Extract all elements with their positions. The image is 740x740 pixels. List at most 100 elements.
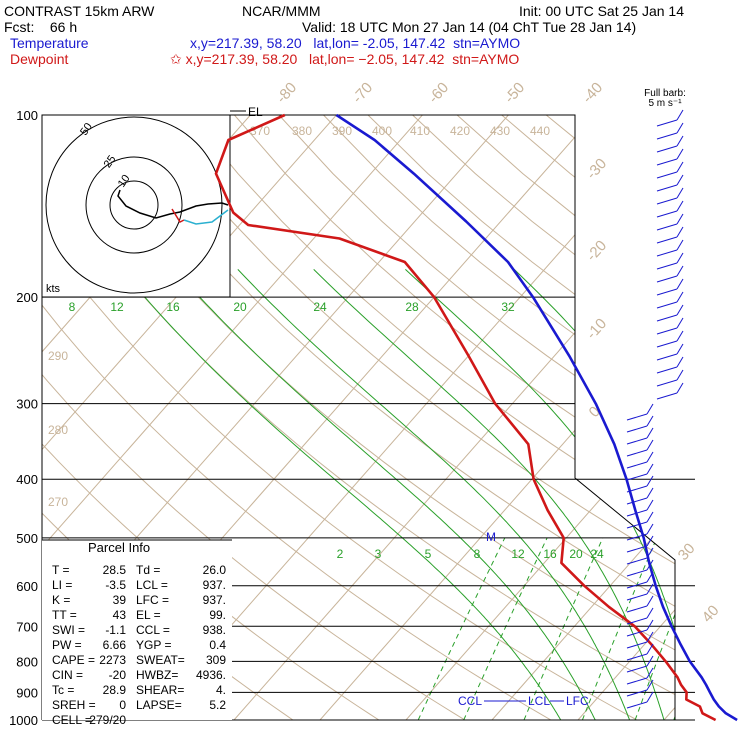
parcel-value: 279/20 [89,713,126,727]
parcel-label: SREH = [52,698,96,712]
wind-barb [626,425,648,433]
dry-adiabat-line [367,115,675,720]
wind-barb-flag [676,213,684,225]
theta-label: 290 [48,349,68,363]
dry-adiabat-line [278,115,675,720]
hodograph-ring [109,180,159,230]
parcel-label: SWEAT= [136,653,185,667]
moist-adiabat-label: 8 [69,300,76,314]
parcel-label: CELL = [52,713,92,727]
moist-adiabat-label: 16 [166,300,180,314]
wind-barb [656,275,678,283]
parcel-value: 28.9 [103,683,127,697]
mixing-ratio-line [417,537,506,720]
wind-barb-flag [646,475,654,487]
wind-barb-flag [646,499,654,511]
dry-adiabat-line [634,115,675,720]
el-label: EL [248,105,263,119]
dry-adiabat-line [42,115,661,720]
wind-barb-flag [646,523,654,535]
center-label: NCAR/MMM [242,3,321,19]
wind-barb-flag [646,643,654,655]
isotherm-label: -50 [501,79,528,106]
wind-barb [656,171,678,179]
parcel-label: LCL = [136,578,168,592]
isotherm-label: -30 [583,155,610,182]
hodograph-ring [45,116,223,294]
mixing-ratio-label: 3 [375,547,382,561]
wind-barb-flag [676,109,684,121]
dewpoint-legend: Dewpoint [10,51,69,67]
wind-barb-flag [676,278,684,290]
isotherm-line [233,115,675,720]
pressure-tick-label: 400 [16,472,38,487]
hodograph-ring-label: 10 [116,173,133,190]
wind-barb [656,366,678,374]
temperature-profile [335,113,738,722]
wind-barb [656,340,678,348]
wind-barb [656,327,678,335]
pressure-tick-label: 300 [16,397,38,412]
mixing-ratio-label: 8 [474,547,481,561]
wind-barb [656,288,678,296]
wind-barb-flag [676,291,684,303]
parcel-box-bg [42,540,232,720]
wind-barb-flag [646,679,654,691]
wind-barb-flag [676,148,684,160]
theta-label: 390 [332,124,352,138]
wind-barb [656,353,678,361]
mixing-ratio-line [730,538,740,720]
pressure-tick-label: 200 [16,290,38,305]
parcel-value: 4936. [196,668,226,682]
wind-barb-flag [646,427,654,439]
wind-barb-flag [676,174,684,186]
pressure-tick-label: 900 [16,685,38,700]
wind-barb [626,569,648,577]
wind-barb-flag [646,439,654,451]
wind-barb [626,497,648,505]
parcel-value: 39 [113,593,127,607]
theta-label: 430 [490,124,510,138]
wind-barb [626,629,648,637]
parcel-label: T = [52,563,69,577]
wind-barb [656,132,678,140]
wind-barb-flag [646,547,654,559]
isotherm-label: -40 [579,79,606,106]
wind-barb-flag [676,317,684,329]
mixing-ratio-label: 5 [425,547,432,561]
hodograph-frame [41,114,231,298]
isotherm-line [577,115,675,720]
wind-barb-flag [646,451,654,463]
pressure-tick-label: 500 [16,531,38,546]
wind-barb [656,119,678,127]
dry-adiabat-line [501,115,675,720]
parcel-label: CIN = [52,668,83,682]
wind-barb-flag [676,356,684,368]
parcel-label: CCL = [136,623,170,637]
pressure-tick-label: 700 [16,619,38,634]
wind-barb [656,301,678,309]
wind-barb [626,557,648,565]
wind-barb [656,249,678,257]
parcel-label: LAPSE= [136,698,182,712]
pressure-tick-label: 800 [16,654,38,669]
wind-barb-flag [676,226,684,238]
hodograph-units-label: kts [46,283,61,295]
dewpoint-profile [214,113,717,722]
wind-barb [626,449,648,457]
isotherm-line [405,115,675,720]
parcel-value: 5.2 [209,698,226,712]
mixing-ratio-label: 24 [590,547,604,561]
level-markers: EL CCL LCL LFC M [230,105,589,708]
dry-adiabat-line [724,115,740,733]
barb-legend-line2: 5 m s⁻¹ [648,98,682,109]
moist-adiabat-label: 32 [501,300,515,314]
wind-barb [656,197,678,205]
parcel-title: Parcel Info [88,540,150,555]
wind-barb-flag [676,330,684,342]
wind-barb-flag [646,463,654,475]
wind-barb-flag [646,535,654,547]
dry-adiabat-line [42,115,487,720]
wind-barb [626,665,648,673]
